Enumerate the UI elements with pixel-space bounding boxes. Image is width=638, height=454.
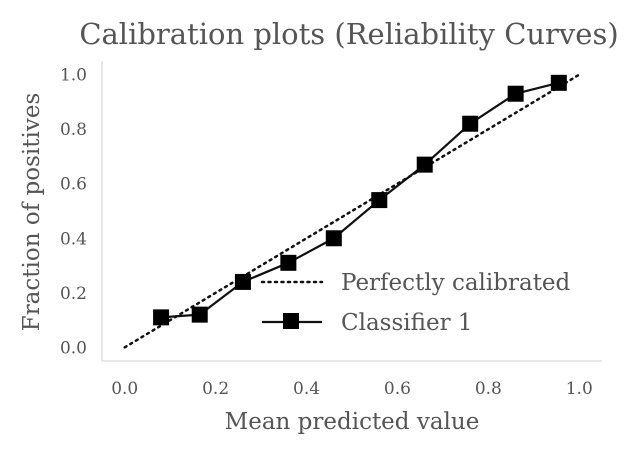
perfectly-calibrated-line <box>123 73 581 349</box>
classifier-1-line <box>161 81 560 319</box>
classifier-1-point <box>550 74 567 91</box>
classifier-1-point <box>153 309 170 326</box>
classifier-1-point <box>325 230 342 247</box>
x-axis-label: Mean predicted value <box>225 409 480 435</box>
y-tick-label: 1.0 <box>60 66 87 86</box>
classifier-1-point <box>416 156 433 173</box>
legend-marker-classifier <box>283 313 299 329</box>
classifier-1-point <box>280 254 297 271</box>
classifier-1-point <box>507 85 524 102</box>
legend-label-classifier: Classifier 1 <box>341 310 473 336</box>
legend-label-perfect: Perfectly calibrated <box>341 270 571 296</box>
legend: Perfectly calibrated Classifier 1 <box>260 270 571 336</box>
classifier-1-point <box>234 273 251 290</box>
chart-title: Calibration plots (Reliability Curves) <box>79 17 618 51</box>
x-tick-label: 0.2 <box>202 379 229 399</box>
x-ticks: 0.0 0.2 0.4 0.6 0.8 1.0 <box>111 379 593 399</box>
x-tick-label: 1.0 <box>566 379 593 399</box>
y-tick-label: 0.0 <box>60 338 87 358</box>
y-ticks: 0.0 0.2 0.4 0.6 0.8 1.0 <box>60 66 87 359</box>
x-tick-label: 0.8 <box>475 379 502 399</box>
x-tick-label: 0.6 <box>384 379 411 399</box>
x-tick-label: 0.4 <box>293 379 320 399</box>
plot-series <box>123 73 581 349</box>
y-tick-label: 0.4 <box>60 229 87 249</box>
y-tick-label: 0.2 <box>60 284 87 304</box>
y-tick-label: 0.6 <box>60 175 87 195</box>
x-tick-label: 0.0 <box>111 379 138 399</box>
classifier-1-point <box>462 115 479 132</box>
y-axis-label: Fraction of positives <box>19 93 45 332</box>
classifier-1-point <box>371 192 388 209</box>
classifier-1-point <box>191 306 208 323</box>
y-tick-label: 0.8 <box>60 120 87 140</box>
